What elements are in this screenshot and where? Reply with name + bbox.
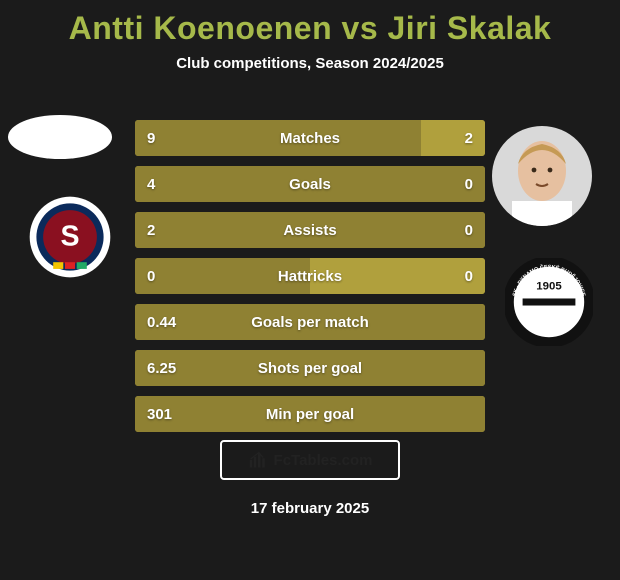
team-left-badge: S bbox=[28, 195, 112, 279]
footer-date: 17 february 2025 bbox=[0, 500, 620, 517]
dynamo-badge-icon: 1905 SK · DYNAMO ČESKÉ BUDĚJOVICE bbox=[505, 258, 593, 346]
stat-row: 6.25Shots per goal bbox=[135, 350, 485, 386]
stat-label: Min per goal bbox=[135, 396, 485, 432]
stat-label: Assists bbox=[135, 212, 485, 248]
stat-label: Shots per goal bbox=[135, 350, 485, 386]
page-title: Antti Koenoenen vs Jiri Skalak bbox=[0, 0, 620, 47]
stat-row: 40Goals bbox=[135, 166, 485, 202]
stat-row: 00Hattricks bbox=[135, 258, 485, 294]
content: Antti Koenoenen vs Jiri Skalak Club comp… bbox=[0, 0, 620, 580]
bars-icon bbox=[248, 450, 268, 470]
stat-row: 0.44Goals per match bbox=[135, 304, 485, 340]
stat-row: 301Min per goal bbox=[135, 396, 485, 432]
player-face-icon bbox=[492, 126, 592, 226]
stat-row: 92Matches bbox=[135, 120, 485, 156]
stat-label: Hattricks bbox=[135, 258, 485, 294]
svg-text:1905: 1905 bbox=[536, 281, 562, 293]
page-subtitle: Club competitions, Season 2024/2025 bbox=[0, 55, 620, 72]
sparta-badge-icon: S bbox=[28, 195, 112, 279]
stat-row: 20Assists bbox=[135, 212, 485, 248]
stat-label: Matches bbox=[135, 120, 485, 156]
fctables-badge: FcTables.com bbox=[220, 440, 400, 480]
fctables-label: FcTables.com bbox=[274, 452, 373, 469]
stat-label: Goals per match bbox=[135, 304, 485, 340]
team-right-badge: 1905 SK · DYNAMO ČESKÉ BUDĚJOVICE bbox=[505, 258, 593, 346]
player-right-avatar bbox=[492, 126, 592, 226]
stat-label: Goals bbox=[135, 166, 485, 202]
svg-text:S: S bbox=[60, 220, 79, 252]
player-left-avatar bbox=[8, 115, 112, 159]
stats-panel: 92Matches 40Goals 20Assists 00Hattricks 0.44… bbox=[135, 120, 485, 442]
